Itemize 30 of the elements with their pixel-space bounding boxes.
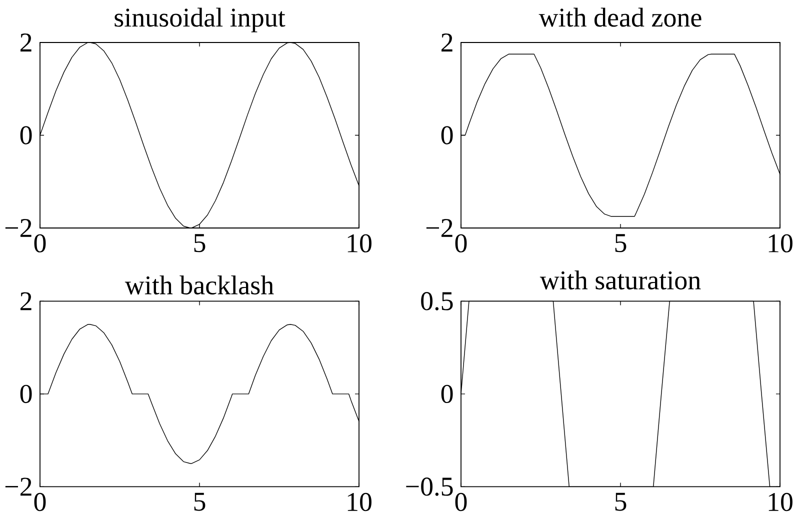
x-tick-label: 10 (348, 492, 372, 512)
x-tick-label: 0 (455, 234, 467, 252)
chart-title: with saturation (540, 270, 701, 290)
x-tick-label: 10 (348, 234, 372, 252)
y-tick-label: 0 (20, 384, 32, 404)
y-tick-label: −2 (426, 219, 452, 237)
y-tick-label: 2 (20, 292, 32, 310)
line-series (460, 300, 780, 488)
chart-title: sinusoidal input (114, 8, 286, 32)
x-tick-label: 5 (194, 234, 206, 252)
x-tick-label: 10 (768, 234, 792, 252)
y-tick-label: 0 (441, 126, 453, 144)
x-tick-label: 0 (34, 492, 46, 512)
y-tick-label: −0.5 (406, 478, 453, 496)
x-tick-label: 5 (615, 492, 626, 511)
y-tick-label: 0 (441, 384, 453, 404)
line-series (40, 42, 360, 228)
x-tick-label: 0 (34, 234, 46, 252)
x-tick-label: 5 (615, 234, 626, 252)
x-tick-label: 0 (455, 492, 467, 512)
y-tick-label: 0 (20, 126, 32, 144)
x-tick-label: 5 (194, 492, 206, 511)
chart-title: with dead zone (538, 8, 702, 27)
y-tick-label: −2 (5, 219, 32, 237)
y-tick-label: 2 (442, 34, 452, 52)
y-tick-label: −2 (5, 478, 32, 496)
y-tick-label: 0.5 (421, 292, 453, 310)
y-tick-label: 2 (20, 34, 32, 52)
chart-title: with backlash (124, 275, 274, 294)
x-tick-label: 10 (768, 492, 792, 512)
